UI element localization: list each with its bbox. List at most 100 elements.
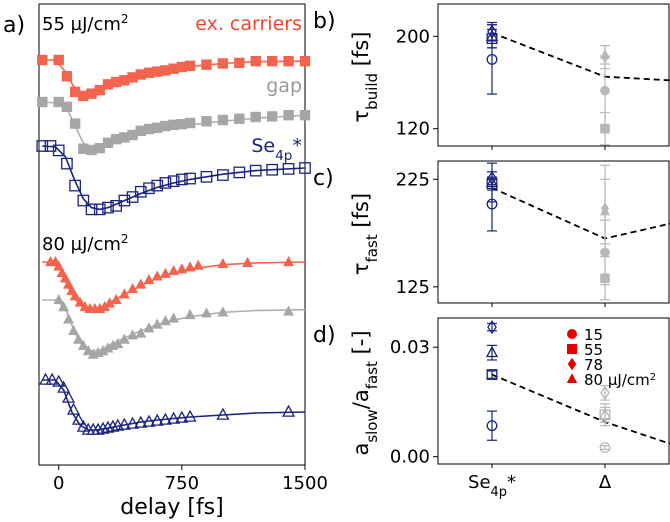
data-point	[69, 290, 81, 301]
data-point	[168, 119, 179, 130]
data-point	[487, 319, 497, 335]
point-78	[487, 319, 497, 335]
point-78	[600, 384, 610, 401]
data-point	[71, 412, 85, 425]
data-point	[176, 61, 188, 73]
data-point	[94, 143, 105, 154]
data-point	[598, 407, 612, 420]
point-80	[599, 44, 611, 65]
data-point	[74, 296, 86, 307]
data-point	[104, 297, 116, 308]
data-point	[86, 144, 97, 156]
data-point	[485, 345, 499, 358]
point-80	[485, 344, 499, 361]
series-gap-80	[42, 294, 306, 359]
data-point	[184, 60, 196, 71]
data-point	[266, 163, 279, 176]
data-point	[600, 273, 610, 284]
data-point	[102, 201, 114, 214]
data-point	[283, 110, 294, 121]
data-point	[151, 179, 164, 192]
data-point	[106, 419, 120, 432]
x-tick-label-delta: Δ	[599, 472, 612, 493]
data-point	[78, 90, 89, 102]
data-point	[175, 410, 189, 423]
data-point	[44, 140, 57, 152]
data-point	[184, 308, 196, 320]
data-point	[184, 261, 196, 272]
legend-label: 80 µJ/cm2	[584, 371, 656, 389]
data-point	[53, 294, 65, 305]
y-tick-label: 0.00	[390, 447, 430, 468]
y-axis-label: τbuild [fs]	[349, 32, 381, 123]
data-point	[486, 369, 498, 381]
panel-label: a)	[3, 13, 25, 38]
data-point	[599, 49, 611, 59]
data-point	[599, 442, 611, 454]
data-point	[36, 140, 49, 152]
data-point	[600, 85, 610, 96]
trend-line	[491, 187, 670, 240]
data-point	[135, 125, 147, 136]
data-point	[53, 96, 64, 108]
y-tick-label: 120	[396, 119, 430, 140]
data-point	[97, 345, 109, 356]
data-point	[200, 170, 213, 183]
data-point	[69, 179, 81, 192]
data-point	[69, 86, 81, 98]
data-point	[110, 134, 122, 145]
point-55	[486, 369, 498, 381]
point-15	[486, 410, 498, 441]
data-point	[127, 329, 139, 340]
data-point	[126, 416, 140, 429]
point-80	[599, 178, 611, 245]
data-point	[152, 122, 163, 133]
data-point	[234, 57, 245, 69]
data-point	[299, 110, 311, 121]
data-point	[485, 175, 499, 188]
data-point	[69, 118, 81, 129]
data-point	[176, 173, 188, 186]
data-point	[168, 312, 180, 323]
data-point	[217, 58, 229, 69]
fluence-label-55: 55 µJ/cm2	[42, 12, 129, 35]
data-point	[118, 333, 130, 344]
plot-frame	[437, 317, 670, 465]
data-point	[184, 172, 196, 185]
data-point	[266, 55, 278, 67]
data-point	[143, 123, 155, 135]
data-point	[158, 412, 172, 425]
legend-label: 78	[584, 356, 603, 374]
data-point	[201, 116, 212, 127]
data-point	[201, 59, 212, 70]
data-point	[77, 339, 89, 350]
data-point	[63, 313, 75, 324]
fluence-label-80: 80 µJ/cm2	[42, 232, 129, 255]
data-point	[45, 372, 59, 385]
y-tick-label: 0.03	[390, 337, 430, 358]
legend-label: 55	[584, 341, 603, 359]
data-point	[58, 301, 70, 312]
data-point	[52, 144, 65, 157]
panel-b-chart: 120 200 b) τbuild [fs]	[313, 3, 670, 150]
data-point	[127, 283, 139, 294]
panel-c-chart: 125 225 c) τfast [fs]	[313, 160, 670, 307]
panel-label: d)	[313, 323, 336, 348]
data-point	[486, 420, 498, 432]
data-point	[168, 63, 179, 74]
data-point	[600, 247, 610, 258]
data-point	[486, 53, 498, 65]
data-point	[160, 120, 171, 132]
point-80	[485, 24, 499, 49]
data-point	[91, 422, 105, 435]
point-15	[599, 442, 611, 454]
legend-label: 15	[584, 326, 603, 344]
plot-frame	[38, 3, 306, 466]
y-tick-label: 125	[396, 277, 430, 298]
data-point	[135, 69, 147, 80]
series-ex-carriers-55	[37, 54, 311, 102]
data-point	[110, 76, 122, 88]
x-tick-label: 0	[53, 473, 64, 494]
data-point	[250, 55, 261, 67]
